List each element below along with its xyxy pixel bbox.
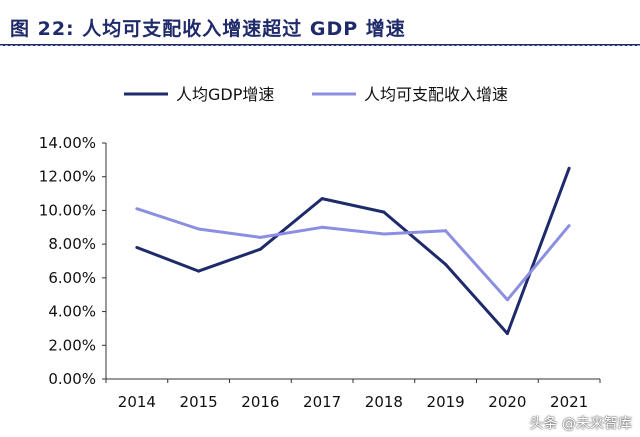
title-divider	[0, 45, 640, 46]
data-point-income	[135, 207, 139, 211]
x-tick-label: 2017	[303, 393, 341, 411]
data-point-gdp	[258, 247, 262, 251]
series-line-income	[136, 207, 571, 302]
x-tick-label: 2016	[241, 393, 279, 411]
data-point-gdp	[197, 269, 201, 273]
x-tick-label: 2019	[427, 393, 465, 411]
y-tick-label: 6.00%	[48, 269, 96, 287]
legend-label: 人均GDP增速	[176, 85, 274, 104]
data-point-income	[567, 224, 571, 228]
x-tick-label: 2018	[365, 393, 403, 411]
data-point-gdp	[320, 197, 324, 201]
data-point-income	[320, 225, 324, 229]
y-tick-label: 8.00%	[48, 235, 96, 253]
data-point-gdp	[444, 262, 448, 266]
figure-title: 图 22: 人均可支配收入增速超过 GDP 增速	[10, 18, 406, 40]
y-tick-label: 4.00%	[48, 303, 96, 321]
x-tick-label: 2014	[118, 393, 156, 411]
y-tick-label: 10.00%	[39, 201, 96, 219]
legend-label: 人均可支配收入增速	[364, 85, 508, 104]
y-tick-label: 0.00%	[48, 370, 96, 388]
y-tick-label: 2.00%	[48, 336, 96, 354]
x-tick-label: 2015	[180, 393, 218, 411]
watermark: 头条 @未来智库	[529, 416, 632, 432]
data-point-income	[382, 232, 386, 236]
series-line-gdp	[136, 167, 571, 335]
data-point-gdp	[567, 166, 571, 170]
x-tick-label: 2020	[488, 393, 526, 411]
y-tick-label: 12.00%	[39, 168, 96, 186]
data-point-income	[505, 298, 509, 302]
data-point-gdp	[135, 246, 139, 250]
data-point-income	[444, 229, 448, 233]
data-point-gdp	[505, 331, 509, 335]
data-point-income	[258, 235, 262, 239]
y-tick-label: 14.00%	[39, 134, 96, 152]
data-point-gdp	[382, 210, 386, 214]
data-point-income	[197, 227, 201, 231]
x-tick-label: 2021	[550, 393, 588, 411]
